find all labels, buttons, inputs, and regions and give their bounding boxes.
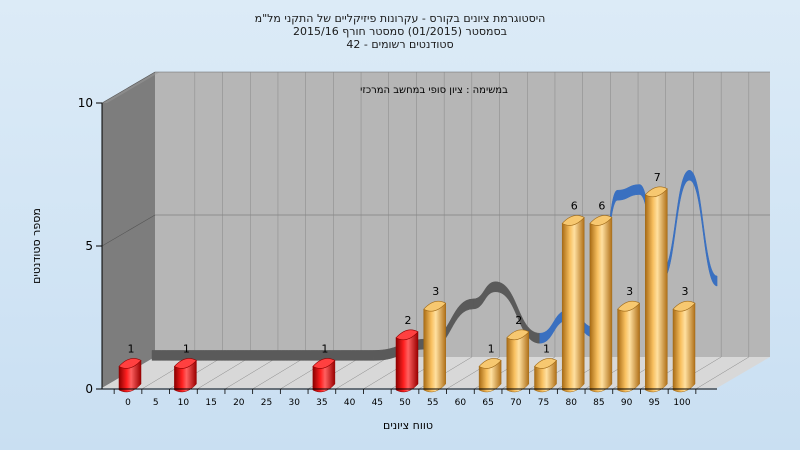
bar-cap — [478, 358, 502, 369]
x-tick-label: 40 — [344, 398, 356, 408]
bar: 3 — [672, 285, 696, 393]
bar-value-label: 1 — [543, 342, 550, 355]
bar: 2 — [395, 314, 419, 393]
bar-body — [506, 331, 530, 393]
bar-body — [395, 331, 419, 393]
ribbon-segment — [689, 169, 718, 287]
x-tick-label: 55 — [427, 398, 438, 408]
ribbon-segment — [151, 350, 264, 361]
bar: 1 — [173, 342, 197, 393]
chart-subtitle: במשימה : ציון סופי במחשב המרכזי — [360, 85, 508, 96]
gridline-side — [101, 71, 156, 104]
bar: 6 — [589, 199, 613, 393]
x-tick-label: 45 — [372, 398, 383, 408]
x-tick-label: 30 — [288, 398, 300, 408]
bar-value-label: 1 — [321, 342, 328, 355]
y-tick-label: 5 — [85, 239, 93, 253]
side-wall — [102, 72, 155, 388]
bar-value-label: 6 — [571, 199, 578, 212]
back-wall — [155, 72, 770, 357]
x-tick-label: 50 — [399, 398, 411, 408]
x-tick-label: 60 — [455, 398, 467, 408]
gridline-floor — [695, 356, 749, 390]
bar: 1 — [118, 342, 142, 393]
bar: 1 — [534, 342, 557, 393]
bars-group: 1 1 1 2 3 1 2 1 6 6 3 7 3 — [118, 171, 696, 393]
x-tick-label: 90 — [621, 398, 633, 408]
x-tick-label: 25 — [261, 398, 272, 408]
x-axis-label: טווח ציונים — [383, 419, 433, 432]
bar-value-label: 1 — [183, 342, 190, 355]
gridline-side — [101, 214, 156, 247]
bar-value-label: 3 — [432, 285, 439, 298]
x-tick-label: 75 — [538, 398, 549, 408]
bar-body — [589, 216, 613, 393]
chart-title-line-2: בסמסטר (01/2015) סמסטר חורף 2015/16 — [293, 25, 507, 38]
bar-body — [645, 188, 668, 393]
chart-title-line-3: סטודנטים רשומים - 42 — [346, 38, 453, 51]
bar: 2 — [506, 314, 530, 393]
x-tick-label: 10 — [178, 398, 190, 408]
x-tick-label: 100 — [673, 398, 690, 408]
bar: 6 — [561, 199, 585, 393]
bar-value-label: 1 — [488, 342, 495, 355]
x-tick-label: 85 — [593, 398, 604, 408]
x-tick-label: 35 — [316, 398, 327, 408]
bar-value-label: 2 — [405, 314, 412, 327]
bar-cap — [312, 358, 336, 369]
x-tick-label: 5 — [153, 398, 159, 408]
bar-body — [672, 302, 696, 393]
x-tick-label: 70 — [510, 398, 522, 408]
bar-value-label: 6 — [598, 199, 605, 212]
bar-body — [561, 216, 585, 393]
bar-cap — [395, 329, 419, 341]
bar-value-label: 3 — [626, 285, 633, 298]
x-ticks: 0 5 10 15 20 25 30 35 40 45 50 55 60 65 70 75 80 85 90 95 10… — [113, 389, 697, 408]
gridline-floor — [252, 356, 306, 390]
bar-cap — [173, 358, 197, 369]
chart-title-line-1: היסטוגרמת ציונים בקורס - עקרונות פיזיקלי… — [255, 12, 546, 25]
y-tick-label: 10 — [78, 96, 93, 110]
bar-value-label: 3 — [682, 285, 689, 298]
top-edge — [102, 72, 160, 103]
bar: 7 — [644, 171, 668, 393]
bar-value-label: 7 — [654, 171, 661, 184]
gridline-floor — [335, 356, 389, 390]
y-ticks: 0 5 10 — [78, 96, 102, 396]
gridline-floor — [224, 356, 279, 390]
x-tick-label: 0 — [125, 398, 131, 408]
gridline-floor — [197, 356, 251, 390]
bar: 3 — [617, 285, 641, 393]
x-tick-label: 20 — [233, 398, 245, 408]
ribbon-segment — [262, 350, 374, 361]
x-tick-label: 65 — [482, 398, 493, 408]
x-tick-label: 15 — [205, 398, 216, 408]
bar-cap — [506, 329, 530, 341]
bar-cap — [561, 215, 585, 226]
bar-cap — [534, 358, 557, 369]
x-tick-label: 95 — [649, 398, 660, 408]
bar-value-label: 2 — [515, 314, 522, 327]
bar-cap — [672, 300, 696, 312]
bar-cap — [644, 186, 668, 198]
bar-value-label: 1 — [128, 342, 135, 355]
bar: 1 — [312, 342, 336, 393]
bar: 1 — [478, 342, 502, 393]
bar: 3 — [423, 285, 447, 393]
bar-cap — [118, 358, 142, 369]
bar-body — [617, 302, 640, 393]
bar-cap — [617, 300, 641, 312]
bar-body — [423, 302, 446, 393]
y-tick-label: 0 — [85, 382, 93, 396]
x-tick-label: 80 — [565, 398, 577, 408]
bar-cap — [589, 215, 613, 226]
y-axis-label: מספר סטודנטים — [30, 208, 43, 284]
bar-cap — [423, 300, 447, 312]
